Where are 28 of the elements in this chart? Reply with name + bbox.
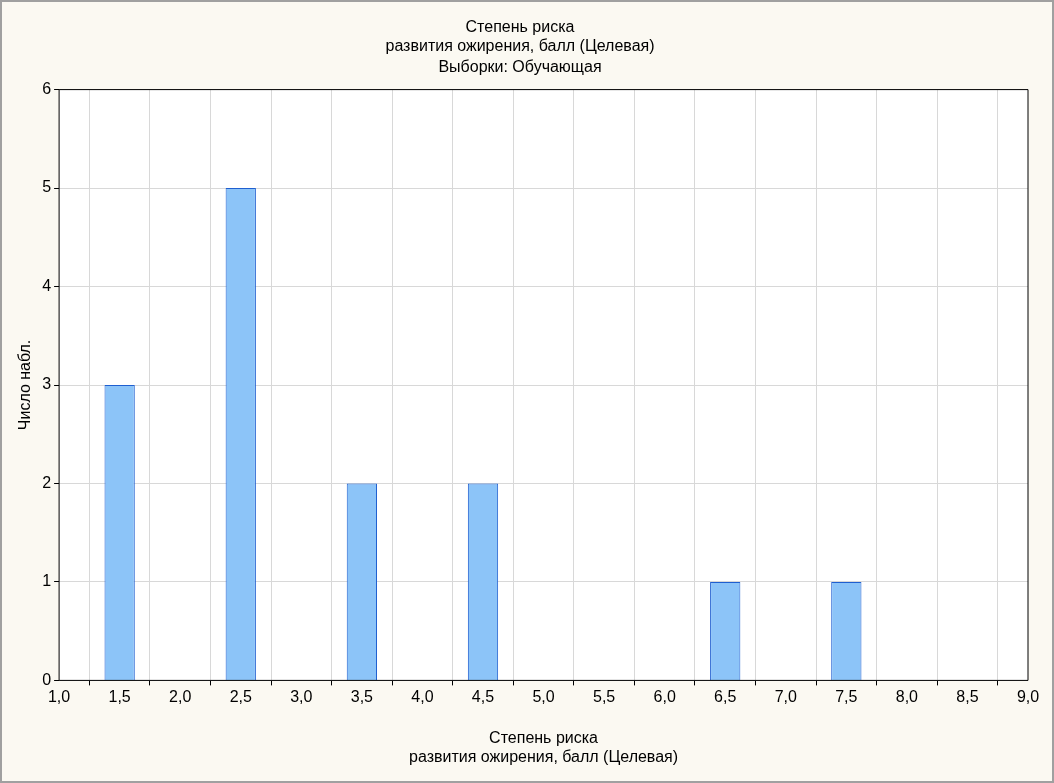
y-tick-label: 5 — [42, 178, 52, 196]
x-tick-label: 1,5 — [108, 688, 131, 706]
x-tick-label: 9,0 — [1016, 688, 1040, 706]
x-tick-label: 6,0 — [653, 688, 676, 706]
y-tick-label: 2 — [42, 473, 52, 491]
y-tick-label: 3 — [42, 375, 52, 393]
x-tick-label: 2,5 — [229, 688, 252, 706]
y-tick-label: 6 — [42, 80, 52, 98]
x-tick-label: 5,0 — [532, 688, 555, 706]
y-axis-title: Число набл. — [16, 339, 34, 431]
x-tick-label: 3,5 — [350, 688, 374, 706]
y-tick-label: 0 — [42, 670, 52, 688]
y-tick-label: 1 — [42, 572, 52, 590]
chart-subtitle: Выборки: Обучающая — [438, 58, 602, 76]
x-tick-label: 2,0 — [169, 688, 192, 706]
x-tick-label: 1,0 — [47, 688, 71, 706]
x-tick-label: 6,5 — [714, 688, 737, 706]
x-tick-label: 7,0 — [774, 688, 797, 706]
x-tick-label: 4,0 — [411, 688, 434, 706]
chart-title: Степень риска развития ожирения, балл (Целевая) — [385, 18, 655, 55]
x-axis-title: Степень риска развития ожирения, балл (Целевая) — [409, 728, 679, 765]
x-tick-label: 5,5 — [592, 688, 616, 706]
x-tick-label: 3,0 — [290, 688, 313, 706]
y-tick-label: 4 — [42, 276, 52, 294]
x-tick-label: 8,0 — [895, 688, 919, 706]
x-tick-label: 8,5 — [956, 688, 979, 706]
x-tick-label: 7,5 — [835, 688, 858, 706]
x-tick-label: 4,5 — [471, 688, 495, 706]
